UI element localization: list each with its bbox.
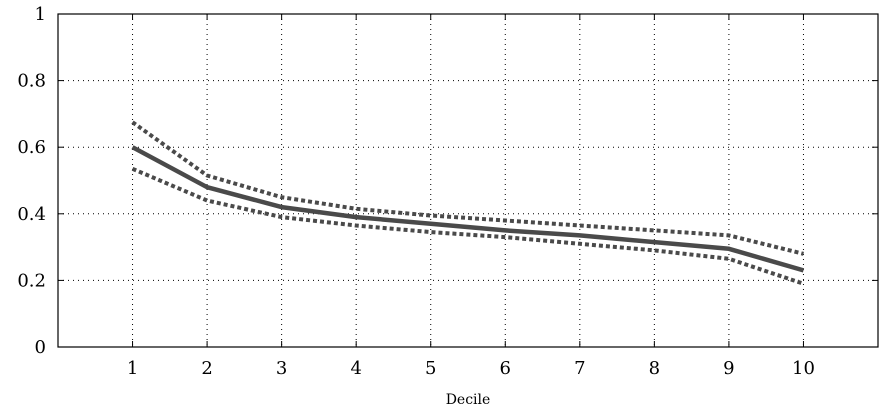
x-tick-label: 10	[792, 358, 815, 379]
x-tick-label: 2	[201, 358, 212, 379]
series-line-estimate	[133, 147, 804, 270]
y-tick-label: 0.6	[17, 137, 46, 158]
x-axis-label: Decile	[446, 392, 491, 408]
x-tick-label: 9	[723, 358, 734, 379]
x-tick-label: 8	[649, 358, 660, 379]
grid	[58, 14, 878, 347]
x-tick-label: 5	[425, 358, 436, 379]
x-tick-label: 6	[500, 358, 511, 379]
plot-frame	[58, 14, 878, 347]
x-tick-label: 4	[350, 358, 361, 379]
y-tick-label: 0	[35, 337, 46, 358]
x-tick-label: 3	[276, 358, 287, 379]
y-tick-label: 0.4	[17, 204, 46, 225]
y-tick-label: 0.2	[17, 270, 46, 291]
y-tick-label: 1	[35, 4, 46, 25]
x-tick-label: 1	[127, 358, 138, 379]
x-tick-label: 7	[574, 358, 585, 379]
y-tick-label: 0.8	[17, 71, 46, 92]
ticks	[58, 14, 878, 347]
series-group	[132, 122, 803, 284]
tick-labels: 1 2 3 4 5 6 7 8 9 10 0 0.2 0.4 0.6 0.8 1	[17, 4, 815, 379]
